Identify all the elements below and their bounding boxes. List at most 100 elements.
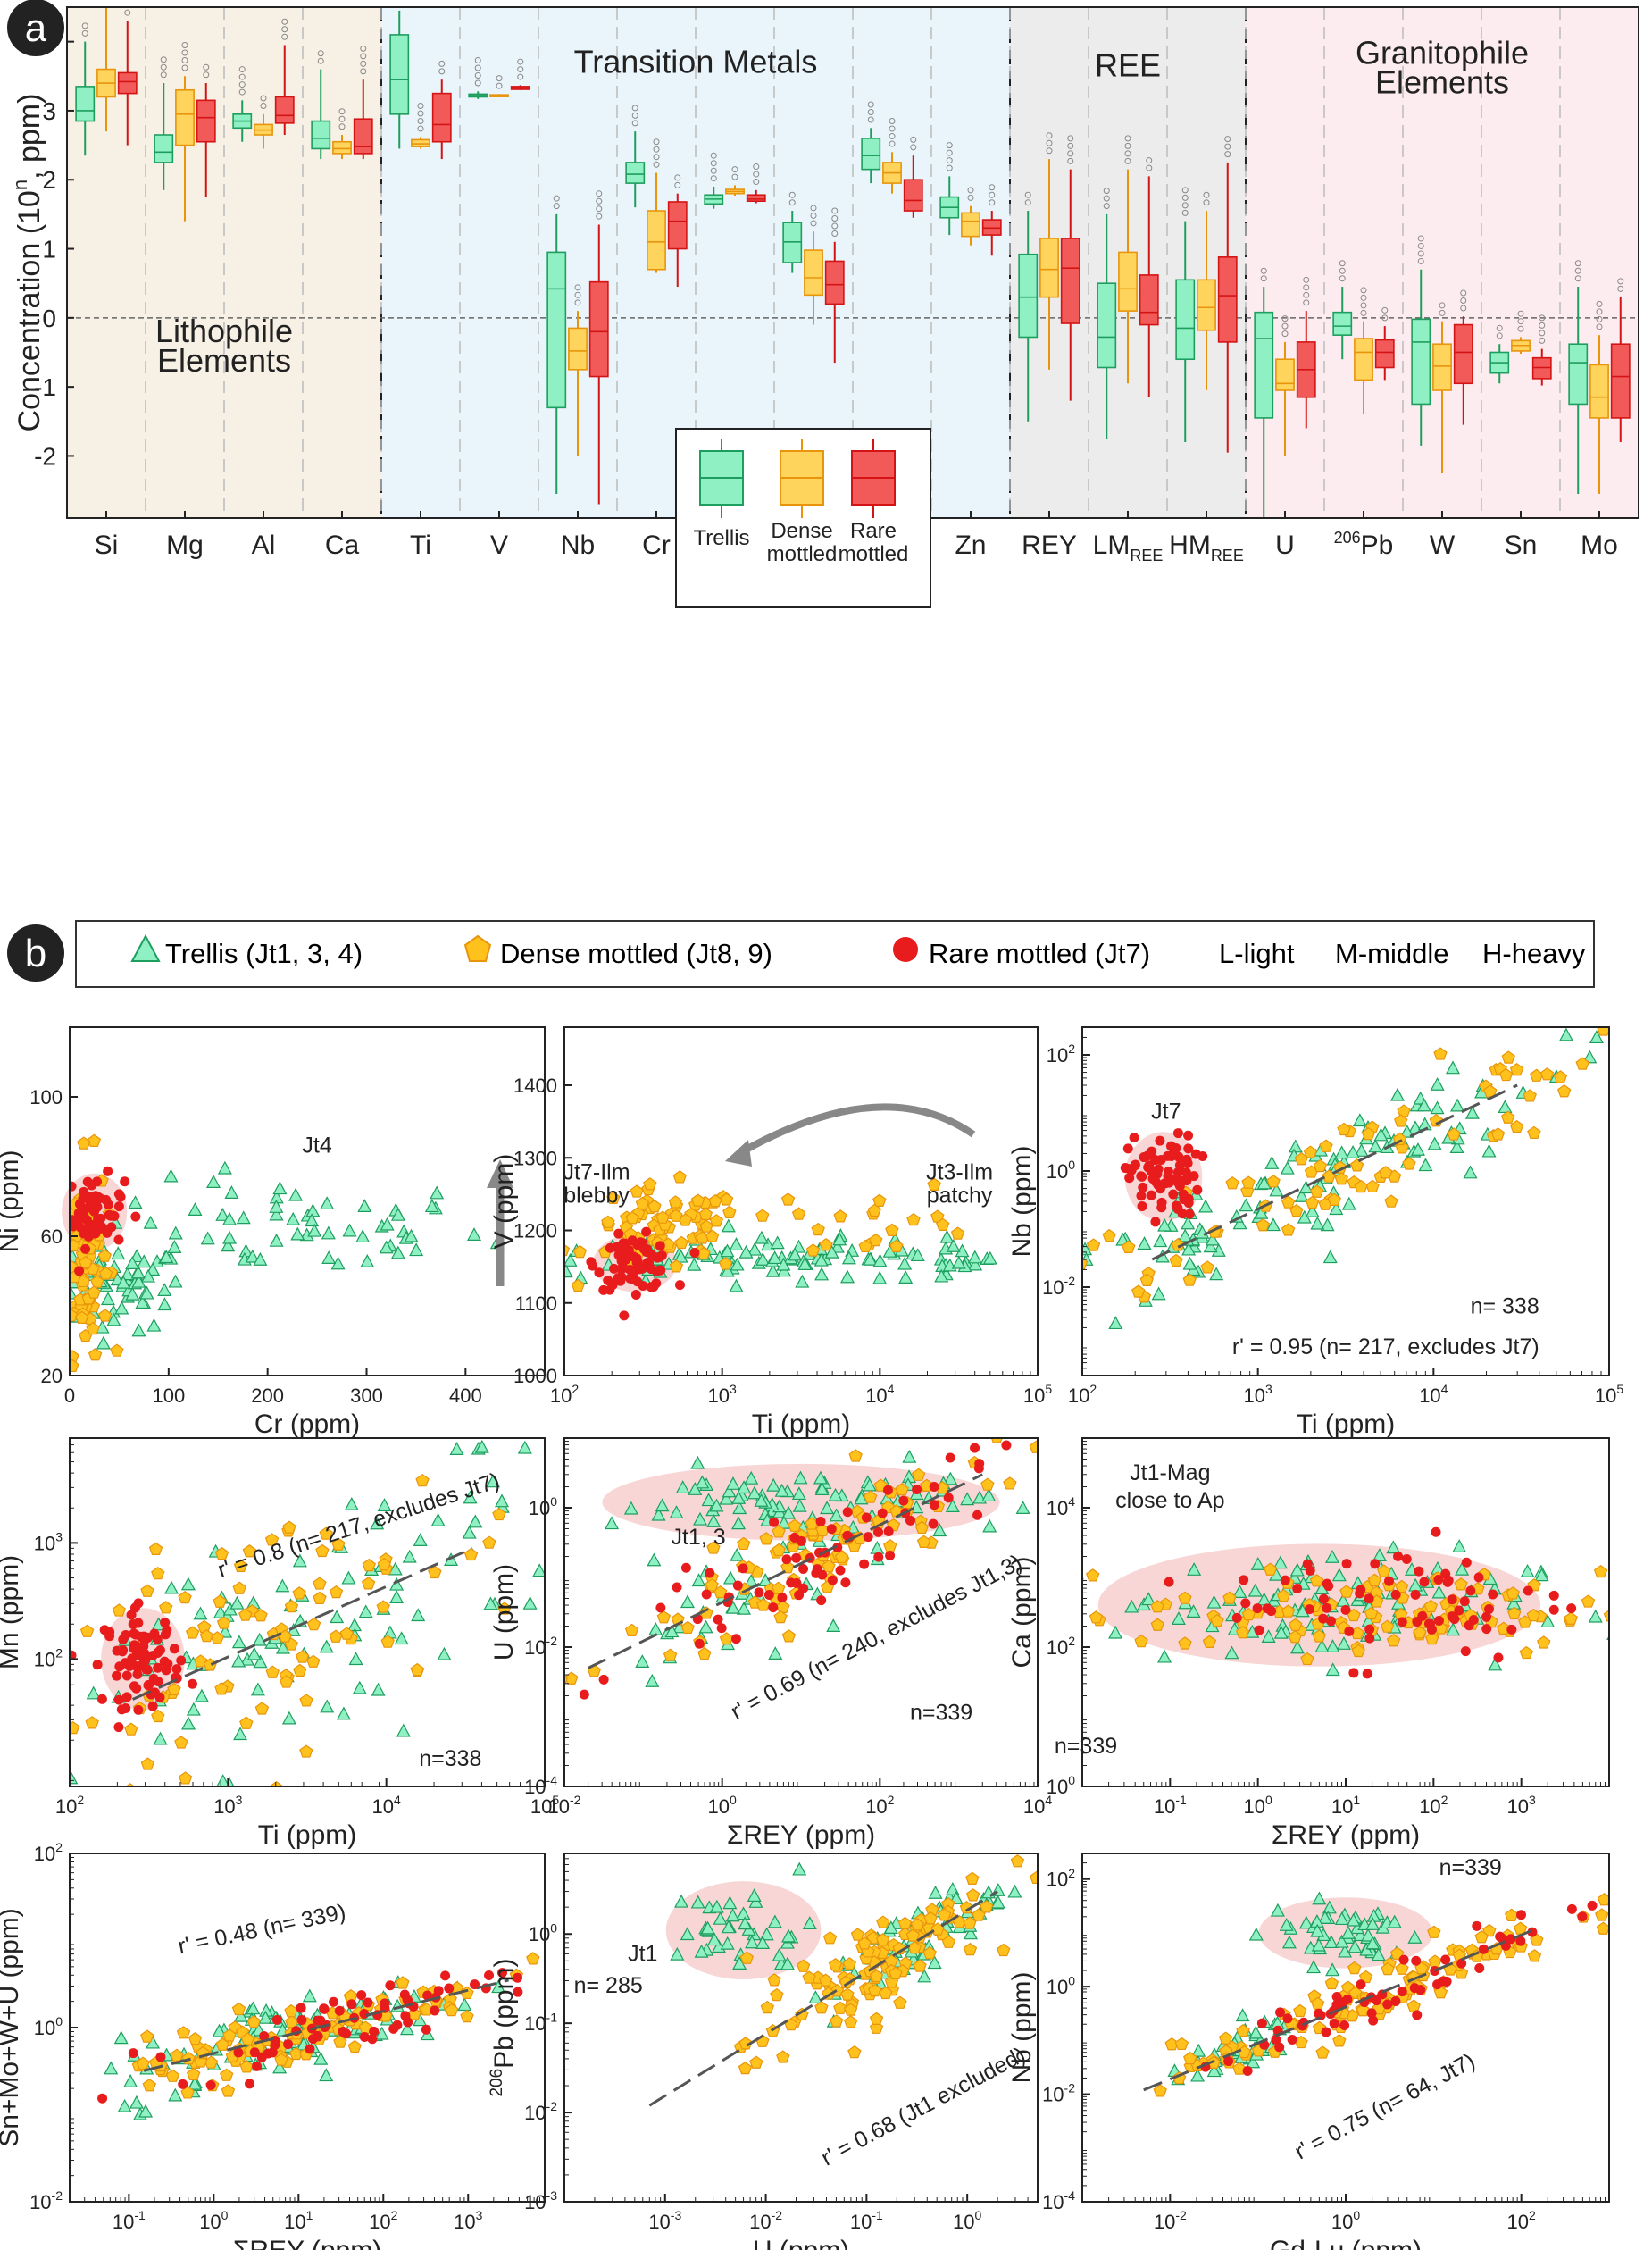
- point-dense: [848, 1449, 863, 1462]
- outlier: [417, 125, 424, 132]
- point-dense: [923, 1911, 938, 1925]
- point-dense: [1556, 1084, 1572, 1098]
- point-dense: [1289, 1203, 1304, 1217]
- point-rare: [594, 1267, 605, 1278]
- point-dense: [492, 1507, 506, 1521]
- point-dense: [656, 1610, 672, 1624]
- outlier: [889, 133, 896, 140]
- outlier: [124, 9, 131, 16]
- point-dense: [79, 1256, 93, 1269]
- x-axis-label: ΣREY (ppm): [233, 2236, 381, 2250]
- point-trellis: [1365, 1936, 1381, 1950]
- point-dense: [1509, 1063, 1524, 1076]
- point-dense: [1281, 1195, 1296, 1209]
- point-rare: [138, 1655, 149, 1666]
- point-dense: [1597, 1892, 1609, 1906]
- annotation: Jt7-Ilm: [563, 1160, 630, 1185]
- outlier: [946, 142, 953, 149]
- point-trellis: [517, 1440, 532, 1454]
- point-dense: [989, 1405, 1001, 1417]
- y-tick-label: 102: [1047, 1866, 1075, 1891]
- outlier: [1460, 289, 1467, 297]
- point-rare: [130, 1211, 141, 1222]
- outlier: [1381, 314, 1389, 322]
- annotation: r' = 0.75 (n= 64, Jt7): [1290, 2048, 1479, 2164]
- point-dense: [213, 1594, 227, 1608]
- point-dense: [1596, 1921, 1609, 1935]
- point-dense: [52, 1739, 64, 1751]
- point-trellis: [1256, 1175, 1272, 1190]
- point-trellis: [1057, 1324, 1070, 1335]
- point-rare: [1348, 1668, 1359, 1678]
- point-dense: [699, 1606, 713, 1619]
- point-trellis: [125, 1286, 140, 1301]
- point-rare: [1254, 1625, 1264, 1635]
- point-rare: [1262, 1603, 1272, 1614]
- category-label: REY: [1022, 531, 1077, 560]
- point-trellis: [374, 2026, 389, 2040]
- y-tick-label: 103: [34, 1530, 63, 1555]
- point-dense: [1086, 1238, 1101, 1251]
- point-rare: [87, 1180, 97, 1191]
- point-trellis: [269, 1233, 284, 1247]
- point-trellis: [581, 1371, 594, 1383]
- box-trellis: [1568, 343, 1589, 406]
- point-trellis: [1615, 1051, 1628, 1063]
- outlier: [474, 72, 481, 79]
- point-trellis: [233, 1727, 248, 1741]
- point-trellis: [830, 1239, 845, 1253]
- point-dense: [811, 1222, 825, 1236]
- group-label-transition: Transition Metals: [574, 43, 818, 79]
- point-trellis: [1279, 1918, 1294, 1931]
- point-rare: [716, 1623, 727, 1634]
- point-trellis: [943, 1471, 958, 1485]
- point-trellis: [960, 1492, 975, 1506]
- annotation: n=338: [419, 1746, 481, 1771]
- point-dense: [361, 1577, 376, 1590]
- y-tick-label: 102: [34, 1646, 63, 1671]
- x-tick-label: 101: [284, 2208, 313, 2233]
- point-rare: [1548, 1590, 1559, 1601]
- point-rare: [1412, 2010, 1423, 2020]
- point-trellis: [820, 1501, 835, 1515]
- outlier: [1303, 276, 1310, 283]
- point-trellis: [898, 1270, 914, 1284]
- point-trellis: [736, 1601, 751, 1615]
- y-axis-label: Nb (ppm): [1007, 1145, 1037, 1257]
- box-trellis: [1097, 282, 1117, 369]
- point-rare: [655, 1241, 665, 1251]
- point-rare: [356, 1990, 367, 2001]
- point-dense: [643, 1177, 657, 1191]
- point-trellis: [193, 1606, 208, 1620]
- outlier: [1024, 191, 1031, 198]
- point-trellis: [1047, 1251, 1060, 1263]
- point-rare: [1364, 1633, 1375, 1644]
- outlier: [831, 207, 839, 214]
- x-tick-label: 102: [55, 1793, 84, 1818]
- point-dense: [1454, 1577, 1468, 1591]
- annotation: n= 338: [1471, 1294, 1539, 1319]
- point-trellis: [181, 1716, 196, 1730]
- point-dense: [1024, 1359, 1037, 1371]
- point-trellis: [1463, 1165, 1478, 1179]
- outlier: [238, 88, 246, 96]
- point-rare: [97, 2093, 108, 2104]
- point-rare: [1440, 1568, 1451, 1579]
- point-rare: [1183, 1130, 1194, 1141]
- point-rare: [1393, 1551, 1404, 1561]
- point-trellis: [437, 1646, 452, 1660]
- point-trellis: [673, 1249, 688, 1263]
- annotation: n=339: [1439, 1855, 1502, 1880]
- point-rare: [128, 2048, 138, 2059]
- point-dense: [913, 1959, 927, 1972]
- point-dense: [1413, 1626, 1427, 1639]
- point-dense: [1232, 2062, 1247, 2075]
- point-trellis: [286, 1211, 301, 1225]
- category-label: Zn: [955, 531, 986, 560]
- point-trellis: [139, 1285, 154, 1300]
- box-dense-mottled: [175, 88, 195, 146]
- outlier: [889, 140, 896, 147]
- point-trellis: [745, 1935, 760, 1949]
- point-trellis: [732, 1501, 747, 1515]
- outlier: [989, 191, 996, 198]
